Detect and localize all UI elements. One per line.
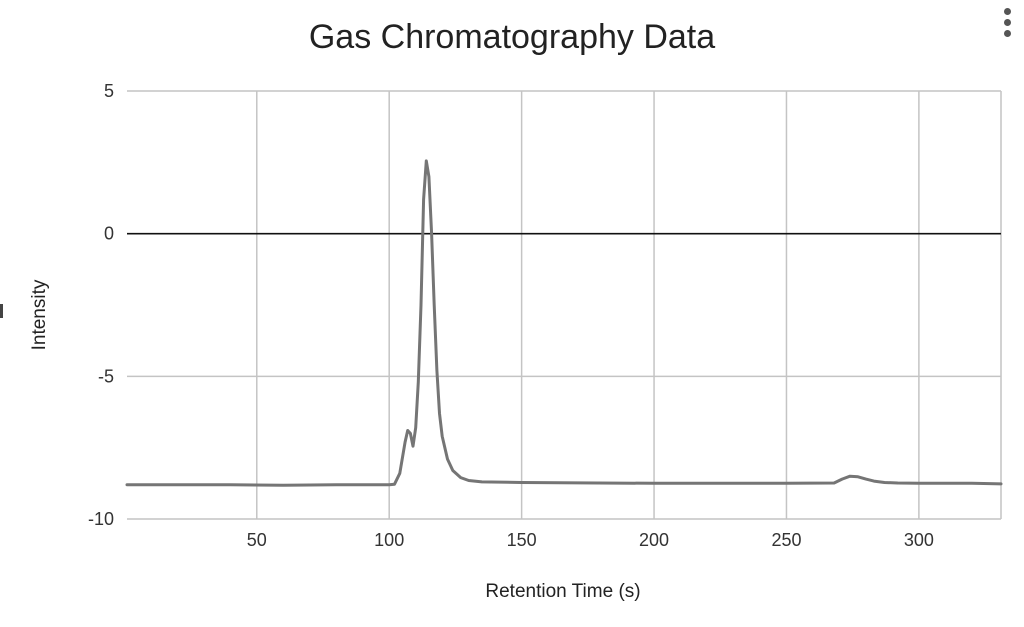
x-axis-label: Retention Time (s) (485, 581, 640, 602)
x-tick-label: 50 (247, 530, 267, 550)
y-tick-label: 5 (104, 81, 114, 101)
x-tick-label: 150 (507, 530, 537, 550)
kebab-dot (1004, 30, 1011, 37)
grid-layer (127, 90, 1002, 520)
y-tick-label: -10 (88, 509, 114, 529)
y-tick-label: 0 (104, 224, 114, 244)
x-tick-label: 300 (904, 530, 934, 550)
series-layer (125, 159, 1003, 487)
y-axis-label: Intensity (29, 279, 50, 350)
x-tick-label: 250 (771, 530, 801, 550)
x-tick-label: 100 (374, 530, 404, 550)
kebab-dot (1004, 19, 1011, 26)
edge-marker (0, 304, 3, 318)
y-tick-label: -5 (98, 366, 114, 386)
chart-title: Gas Chromatography Data (308, 18, 716, 56)
series-line (125, 159, 1003, 487)
kebab-dot (1004, 8, 1011, 15)
x-tick-label: 200 (639, 530, 669, 550)
more-options-icon[interactable] (1000, 6, 1016, 40)
